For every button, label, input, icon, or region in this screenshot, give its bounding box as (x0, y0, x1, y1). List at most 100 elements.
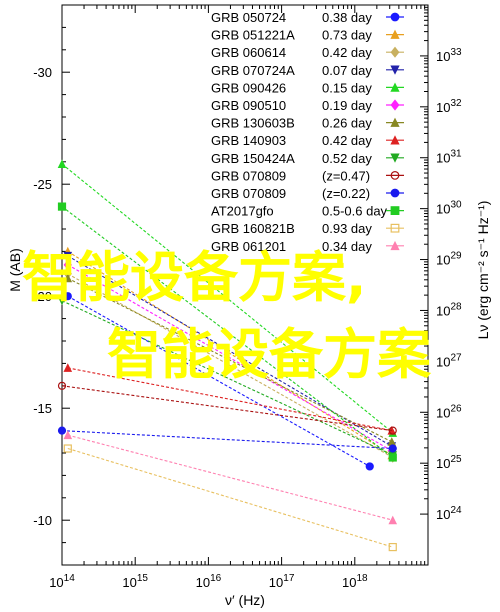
legend-name: GRB 050724 (211, 10, 286, 25)
series-marker (63, 444, 72, 453)
series-group (63, 292, 374, 471)
series-group (57, 381, 397, 435)
series-marker (63, 273, 73, 283)
series-marker (57, 426, 67, 435)
legend-entry: GRB 160821B 0.93 day (211, 221, 404, 236)
series-marker (390, 65, 400, 75)
x-tick-label: 1018 (342, 573, 368, 590)
y-right-tick-label: 1025 (436, 454, 462, 471)
legend-name: GRB 150424A (211, 151, 295, 166)
series-line (67, 250, 393, 456)
legend-entry: GRB 150424A 0.52 day (211, 151, 404, 166)
series-lines (57, 159, 398, 552)
series-marker (390, 135, 400, 145)
series-marker (390, 46, 400, 58)
series-marker (63, 259, 72, 271)
series-marker (388, 542, 397, 552)
series-marker (390, 206, 400, 216)
y-right-axis-title: Lν (erg cm⁻² s⁻¹ Hz⁻¹) (475, 201, 491, 340)
series-marker (63, 292, 72, 301)
series-line (67, 295, 370, 467)
legend-name: GRB 090510 (211, 98, 286, 113)
legend-entry: GRB 130603B 0.26 day (211, 116, 404, 131)
x-tick-label: 1015 (122, 573, 148, 590)
legend-value: 0.5-0.6 day (322, 204, 388, 219)
legend: GRB 050724 0.38 day GRB 051221A 0.73 day GRB… (211, 10, 404, 254)
series-line (67, 447, 393, 548)
legend-value: (z=0.22) (322, 186, 370, 201)
legend-entry: GRB 051221A 0.73 day (211, 28, 404, 43)
series-marker (390, 82, 400, 92)
series-line (67, 273, 394, 458)
series-group (57, 202, 397, 462)
series-line (61, 385, 393, 432)
legend-entry: AT2017gfo 0.5-0.6 day (211, 204, 404, 219)
y-right-tick-label: 1032 (436, 98, 462, 115)
legend-value: (z=0.47) (322, 168, 370, 183)
series-marker (390, 29, 400, 39)
legend-entry: GRB 070724A 0.07 day (211, 63, 404, 78)
series-marker (365, 462, 374, 471)
legend-value: 0.26 day (322, 116, 372, 131)
series-marker (57, 159, 67, 169)
series-marker (390, 170, 400, 180)
legend-entry: GRB 090510 0.19 day (211, 98, 404, 113)
series-marker (63, 363, 73, 372)
plot-frame (61, 4, 429, 566)
legend-name: GRB 070809 (211, 186, 286, 201)
legend-entry: GRB 061201 0.34 day (211, 239, 404, 254)
y-left-tick-label: -10 (33, 513, 52, 528)
series-marker (388, 444, 397, 453)
legend-value: 0.42 day (322, 45, 372, 60)
series-group (63, 430, 398, 525)
series-marker (387, 437, 397, 446)
series-line (67, 434, 393, 521)
axis-labels: ν′ (Hz) M (AB) Lν (erg cm⁻² s⁻¹ Hz⁻¹) (7, 201, 491, 608)
legend-entry: GRB 090426 0.15 day (211, 80, 404, 95)
x-tick-label: 1017 (269, 573, 295, 590)
series-marker (63, 430, 73, 440)
series-marker (388, 453, 397, 462)
series-marker (57, 381, 67, 390)
y-right-tick-label: 1033 (436, 47, 462, 64)
axes-ticks: 1014 1015 1016 1017 1018 -10 -15 -20 -25 -30 1024 1… (33, 4, 462, 590)
series-marker (390, 12, 400, 22)
y-right-tick-label: 1026 (436, 403, 462, 420)
legend-entry: GRB 060614 0.42 day (211, 45, 404, 60)
series-line (67, 264, 393, 452)
y-left-axis-title: M (AB) (7, 248, 23, 292)
legend-name: GRB 060614 (211, 45, 286, 60)
series-marker (57, 296, 67, 306)
legend-name: GRB 130603B (211, 116, 295, 131)
y-right-tick-label: 1024 (436, 505, 462, 522)
series-line (61, 206, 394, 458)
legend-value: 0.73 day (322, 28, 372, 43)
legend-name: GRB 140903 (211, 133, 286, 148)
series-marker (390, 117, 400, 127)
series-line (61, 430, 393, 450)
series-line (61, 163, 394, 434)
legend-value: 0.52 day (322, 151, 372, 166)
x-tick-label: 1014 (49, 573, 75, 590)
legend-entry: GRB 070809 (z=0.22) (211, 186, 404, 201)
y-left-tick-label: -20 (33, 289, 52, 304)
legend-name: GRB 061201 (211, 239, 286, 254)
legend-name: GRB 090426 (211, 80, 286, 95)
series-group (63, 444, 397, 552)
legend-value: 0.93 day (322, 221, 372, 236)
legend-entry: GRB 140903 0.42 day (211, 133, 404, 148)
series-marker (390, 223, 400, 233)
series-line (67, 255, 393, 447)
series-line (67, 367, 392, 432)
legend-value: 0.07 day (322, 63, 372, 78)
y-right-tick-label: 1029 (436, 251, 462, 268)
legend-entry: GRB 050724 0.38 day (211, 10, 404, 25)
overlay-watermark-line2: 智能设备方案 (107, 323, 432, 386)
legend-name: GRB 160821B (211, 221, 295, 236)
series-line (67, 277, 393, 443)
legend-name: GRB 070809 (211, 168, 286, 183)
legend-value: 0.42 day (322, 133, 372, 148)
x-tick-label: 1016 (196, 573, 222, 590)
series-line (61, 300, 394, 456)
